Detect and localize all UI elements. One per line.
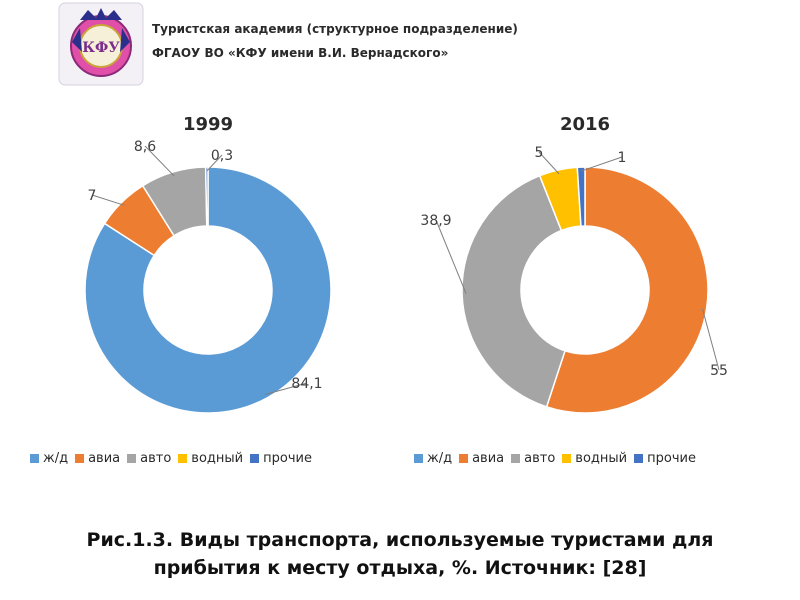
chart-title-1999: 1999	[183, 114, 233, 135]
leader-line-1999-avia	[91, 194, 125, 206]
slice-1999-prochie	[204, 166, 209, 227]
leader-line-2016-vodnyi	[538, 151, 560, 175]
legend-label: прочие	[263, 451, 312, 466]
data-label-2016-prochie: 1	[618, 150, 627, 166]
leader-line-1999-zh_d	[264, 382, 308, 395]
data-label-1999-avto: 8,6	[134, 139, 156, 155]
header-title-line1: Туристская академия (структурное подразд…	[152, 22, 518, 36]
slice-2016-prochie	[576, 166, 586, 227]
legend-item-1999-zh_d: ж/д	[30, 451, 68, 466]
slice-2016-avto	[461, 174, 566, 408]
legend-item-1999-vodnyi: водный	[178, 451, 243, 466]
legend-item-1999-avto: авто	[127, 451, 171, 466]
leader-line-2016-avia	[702, 308, 720, 371]
legend-swatch	[634, 454, 644, 463]
legend-label: прочие	[647, 451, 696, 466]
legend-item-2016-zh_d: ж/д	[414, 451, 452, 466]
legend-label: водный	[575, 451, 628, 466]
data-label-1999-zh_d: 84,1	[291, 376, 322, 392]
slice-1999-zh_d	[84, 166, 332, 414]
legend-swatch	[178, 454, 188, 463]
header-title-line2: ФГАОУ ВО «КФУ имени В.И. Вернадского»	[152, 46, 449, 60]
chart-title-2016: 2016	[560, 114, 610, 135]
data-label-2016-avto: 38,9	[420, 213, 451, 229]
legend-item-1999-avia: авиа	[75, 451, 120, 466]
data-label-1999-avia: 7	[88, 188, 97, 204]
university-logo: КФУ	[58, 2, 144, 86]
legend-2016: ж/д авиа авто водный прочие	[414, 451, 703, 466]
data-label-1999-prochie: 0,3	[211, 148, 233, 164]
legend-label: авиа	[88, 451, 121, 466]
svg-text:КФУ: КФУ	[82, 40, 120, 56]
legend-item-2016-prochie: прочие	[634, 451, 696, 466]
legend-swatch	[414, 454, 423, 463]
legend-swatch	[250, 454, 260, 463]
legend-label: авто	[524, 451, 556, 466]
legend-label: ж/д	[43, 451, 69, 466]
leader-line-2016-prochie	[581, 156, 623, 172]
legend-swatch	[30, 454, 39, 463]
figure-caption-line2: прибытия к месту отдыха, %. Источник: [2…	[153, 557, 647, 579]
data-label-2016-avia: 55	[710, 363, 728, 379]
legend-item-1999-prochie: прочие	[250, 451, 312, 466]
leader-line-1999-prochie	[206, 154, 223, 172]
figure-caption-line1: Рис.1.3. Виды транспорта, используемые т…	[86, 529, 714, 551]
slice-2016-avia	[545, 166, 709, 414]
legend-1999: ж/д авиа авто водный прочие	[30, 451, 319, 466]
legend-swatch	[75, 454, 85, 463]
legend-label: авто	[140, 451, 172, 466]
legend-swatch	[562, 454, 572, 463]
legend-item-2016-avia: авиа	[459, 451, 504, 466]
legend-swatch	[511, 454, 521, 463]
legend-label: водный	[191, 451, 244, 466]
legend-label: авиа	[472, 451, 505, 466]
leader-line-2016-avto	[435, 219, 467, 294]
legend-swatch	[127, 454, 137, 463]
data-label-2016-vodnyi: 5	[535, 145, 544, 161]
legend-label: ж/д	[427, 451, 453, 466]
legend-item-2016-avto: авто	[511, 451, 555, 466]
leader-line-1999-avto	[144, 145, 175, 177]
legend-swatch	[459, 454, 469, 463]
legend-item-2016-vodnyi: водный	[562, 451, 627, 466]
